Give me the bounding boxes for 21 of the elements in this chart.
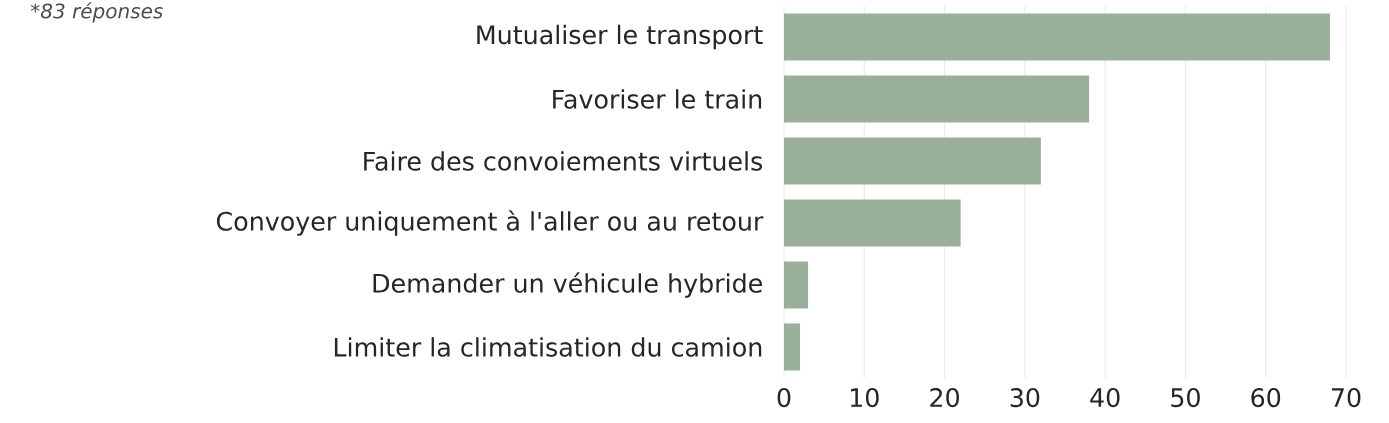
bar <box>784 13 1330 61</box>
y-tick-label: Demander un véhicule hybride <box>373 272 762 298</box>
x-tick-label: 70 <box>1331 388 1361 408</box>
x-tick-label: 40 <box>1090 388 1120 408</box>
bar <box>784 199 961 247</box>
x-tick-label: 30 <box>1010 388 1040 408</box>
x-tick-label: 50 <box>1171 388 1200 408</box>
x-tick-label: 0 <box>777 388 791 408</box>
y-tick-label: Favoriser le train <box>553 89 762 109</box>
y-tick-label: Faire des convoiements virtuels <box>364 151 763 171</box>
x-tick-label: 60 <box>1251 388 1281 408</box>
bar <box>784 137 1041 185</box>
y-tick-label: Convoyer uniquement à l'aller ou au retour <box>216 210 764 236</box>
bar <box>784 75 1090 123</box>
text: *83 réponses <box>30 2 163 23</box>
bar <box>784 261 809 309</box>
bar <box>784 323 801 371</box>
x-tick-label: 10 <box>850 388 879 408</box>
x-tick-label: 20 <box>930 388 959 408</box>
y-tick-label: Limiter la climatisation du camion <box>334 337 762 357</box>
y-tick-label: Mutualiser le transport <box>477 24 763 50</box>
